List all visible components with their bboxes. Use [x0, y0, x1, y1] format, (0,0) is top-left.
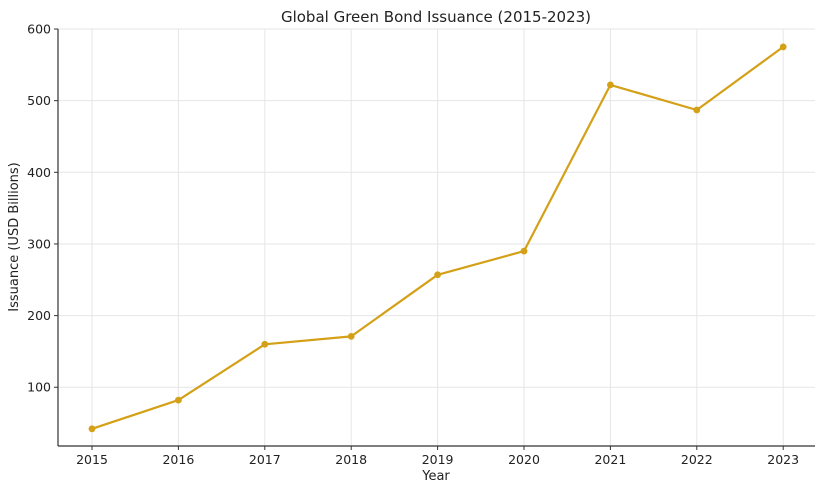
x-tick-label: 2020 — [508, 452, 540, 467]
y-axis-label: Issuance (USD Billions) — [7, 162, 22, 312]
data-point — [434, 271, 441, 279]
x-tick-label: 2018 — [335, 452, 367, 467]
y-tick-label: 100 — [27, 380, 51, 395]
x-tick-label: 2019 — [422, 452, 454, 467]
data-point — [347, 332, 355, 340]
data-point — [88, 425, 96, 433]
data-point — [261, 340, 269, 348]
axes-layer — [57, 29, 815, 447]
x-tick-label: 2023 — [767, 452, 799, 467]
data-point — [693, 106, 701, 114]
y-tick-label: 600 — [27, 22, 51, 37]
data-point — [779, 43, 787, 51]
y-tick-label: 400 — [27, 165, 51, 180]
chart-title: Global Green Bond Issuance (2015-2023) — [281, 8, 591, 26]
y-tick-label: 200 — [27, 308, 51, 323]
x-tick-label: 2015 — [76, 452, 108, 467]
data-point — [520, 247, 528, 255]
x-axis-label: Year — [421, 469, 450, 484]
x-tick-label: 2021 — [594, 452, 626, 467]
ticks-layer: 2015 2016 2017 2018 2019 2020 2021 2022 2023 100 2… — [27, 22, 799, 468]
series-layer — [88, 43, 787, 433]
data-point — [175, 396, 182, 404]
y-tick-label: 300 — [27, 236, 51, 251]
y-tick-label: 500 — [27, 93, 51, 108]
x-tick-label: 2016 — [162, 452, 194, 467]
data-point — [607, 81, 614, 89]
grid-layer — [58, 28, 815, 446]
x-tick-label: 2017 — [249, 452, 281, 467]
x-tick-label: 2022 — [681, 452, 713, 467]
